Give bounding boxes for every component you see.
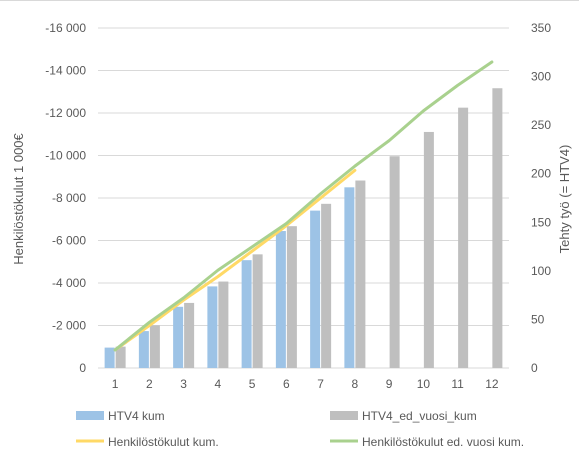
y-left-tick-label: -12 000: [45, 106, 86, 120]
y-left-tick-label: -10 000: [45, 149, 86, 163]
y-left-tick-label: -6 000: [52, 234, 86, 248]
legend-swatch: [76, 411, 104, 420]
legend-label: Henkilöstökulut kum.: [108, 435, 219, 449]
x-tick-label: 12: [485, 377, 499, 391]
legend-label: HTV4_ed_vuosi_kum: [362, 409, 477, 423]
bar: [218, 281, 229, 368]
y-left-tick-label: -4 000: [52, 276, 86, 290]
bar: [321, 203, 332, 368]
legend-swatch: [330, 411, 358, 420]
lines: [113, 60, 494, 352]
x-tick-label: 5: [249, 377, 256, 391]
bar: [389, 156, 400, 368]
bar: [310, 210, 321, 368]
x-tick-label: 6: [283, 377, 290, 391]
bar: [184, 302, 195, 368]
bar: [458, 107, 469, 369]
bar: [344, 187, 355, 368]
x-tick-label: 11: [451, 377, 464, 391]
y-left-tick-label: -14 000: [45, 64, 86, 78]
legend: HTV4 kum HTV4_ed_vuosi_kum Henkilöstökulut…: [76, 409, 524, 449]
bar: [207, 286, 218, 368]
x-tick-label: 10: [417, 377, 431, 391]
bar: [252, 254, 263, 368]
series-line: [113, 168, 357, 352]
bar: [173, 306, 184, 368]
x-tick-label: 3: [180, 377, 187, 391]
y-right-tick-label: 300: [531, 70, 551, 84]
gridlines: [98, 27, 509, 369]
axes: 0 -2 000 -4 000 -6 000 -8 000 -10 000 -12 000 -…: [45, 21, 551, 391]
bar: [275, 231, 286, 368]
y-left-tick-label: -2 000: [52, 319, 86, 333]
y-right-tick-label: 150: [531, 215, 551, 229]
y-left-tick-label: 0: [79, 361, 86, 375]
x-tick-label: 8: [352, 377, 359, 391]
y-right-tick-label: 50: [531, 312, 545, 326]
bar: [149, 325, 160, 368]
y-right-tick-label: 200: [531, 167, 551, 181]
x-tick-label: 1: [112, 377, 119, 391]
legend-label: Henkilöstökulut ed. vuosi kum.: [362, 435, 524, 449]
bar: [423, 131, 434, 368]
y-right-tick-label: 100: [531, 264, 551, 278]
bars: [104, 88, 503, 369]
bar: [104, 347, 115, 368]
y-axis-right-title: Tehty työ (= HTV4): [557, 145, 572, 254]
y-right-tick-label: 0: [531, 361, 538, 375]
y-left-tick-label: -16 000: [45, 21, 86, 35]
y-right-tick-label: 250: [531, 118, 551, 132]
x-tick-label: 9: [386, 377, 393, 391]
x-tick-label: 4: [215, 377, 222, 391]
y-axis-left-title: Henkilöstökulut 1 000€: [11, 132, 26, 264]
legend-label: HTV4 kum: [108, 409, 165, 423]
x-tick-label: 7: [317, 377, 324, 391]
bar: [138, 331, 149, 368]
bar: [355, 180, 366, 368]
series-line: [113, 60, 494, 352]
bar: [115, 346, 126, 368]
x-tick-label: 2: [146, 377, 153, 391]
bar: [241, 260, 252, 368]
bar: [286, 226, 297, 368]
y-left-tick-label: -8 000: [52, 191, 86, 205]
y-right-tick-label: 350: [531, 21, 551, 35]
bar: [492, 88, 503, 368]
